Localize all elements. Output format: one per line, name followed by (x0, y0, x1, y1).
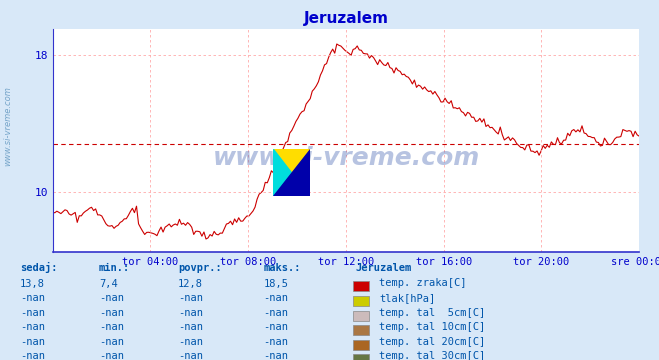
Text: Jeruzalem: Jeruzalem (356, 263, 412, 273)
Text: 7,4: 7,4 (99, 279, 117, 289)
Text: -nan: -nan (264, 337, 289, 347)
FancyBboxPatch shape (353, 340, 369, 350)
Text: www.si-vreme.com: www.si-vreme.com (3, 86, 13, 166)
FancyBboxPatch shape (353, 311, 369, 321)
Text: www.si-vreme.com: www.si-vreme.com (212, 146, 480, 170)
Text: -nan: -nan (264, 351, 289, 360)
Text: -nan: -nan (178, 337, 203, 347)
Text: min.:: min.: (99, 263, 130, 273)
Polygon shape (273, 149, 310, 196)
Text: -nan: -nan (99, 337, 124, 347)
Text: temp. zraka[C]: temp. zraka[C] (379, 278, 467, 288)
Text: -nan: -nan (178, 308, 203, 318)
Text: -nan: -nan (99, 308, 124, 318)
Text: -nan: -nan (20, 322, 45, 332)
Text: temp. tal 20cm[C]: temp. tal 20cm[C] (379, 337, 485, 347)
Text: tlak[hPa]: tlak[hPa] (379, 293, 435, 303)
Text: -nan: -nan (99, 351, 124, 360)
Text: 13,8: 13,8 (20, 279, 45, 289)
Text: -nan: -nan (20, 308, 45, 318)
Text: -nan: -nan (178, 293, 203, 303)
Text: temp. tal 10cm[C]: temp. tal 10cm[C] (379, 322, 485, 332)
FancyBboxPatch shape (353, 325, 369, 335)
FancyBboxPatch shape (353, 296, 369, 306)
FancyBboxPatch shape (353, 355, 369, 360)
Text: -nan: -nan (264, 308, 289, 318)
Title: Jeruzalem: Jeruzalem (304, 11, 388, 26)
Text: temp. tal  5cm[C]: temp. tal 5cm[C] (379, 308, 485, 318)
Text: -nan: -nan (264, 293, 289, 303)
Text: -nan: -nan (99, 322, 124, 332)
Text: -nan: -nan (99, 293, 124, 303)
Text: -nan: -nan (264, 322, 289, 332)
Text: povpr.:: povpr.: (178, 263, 221, 273)
Text: sedaj:: sedaj: (20, 262, 57, 273)
Text: 12,8: 12,8 (178, 279, 203, 289)
FancyBboxPatch shape (353, 282, 369, 292)
Text: -nan: -nan (178, 322, 203, 332)
Text: 18,5: 18,5 (264, 279, 289, 289)
Polygon shape (273, 149, 291, 196)
Text: -nan: -nan (20, 351, 45, 360)
Text: -nan: -nan (20, 293, 45, 303)
Text: maks.:: maks.: (264, 263, 301, 273)
Text: -nan: -nan (178, 351, 203, 360)
Text: -nan: -nan (20, 337, 45, 347)
Polygon shape (273, 149, 310, 196)
Text: temp. tal 30cm[C]: temp. tal 30cm[C] (379, 351, 485, 360)
